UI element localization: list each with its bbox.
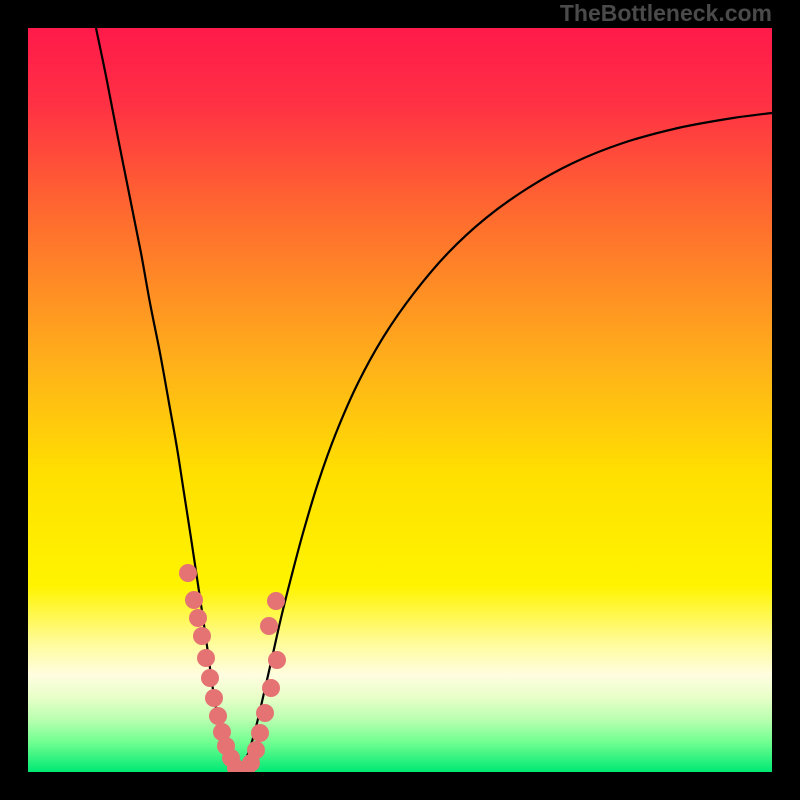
data-marker [268, 651, 286, 669]
data-marker [256, 704, 274, 722]
data-marker [193, 627, 211, 645]
data-marker [247, 741, 265, 759]
data-marker [205, 689, 223, 707]
data-marker [260, 617, 278, 635]
data-marker [267, 592, 285, 610]
data-marker [185, 591, 203, 609]
data-marker [201, 669, 219, 687]
chart-frame: TheBottleneck.com [0, 0, 800, 800]
data-marker [262, 679, 280, 697]
watermark-text: TheBottleneck.com [560, 0, 772, 27]
data-marker [209, 707, 227, 725]
data-marker [189, 609, 207, 627]
plot-area [28, 28, 772, 772]
data-marker [197, 649, 215, 667]
data-marker [179, 564, 197, 582]
curve-layer [28, 28, 772, 772]
data-marker [251, 724, 269, 742]
